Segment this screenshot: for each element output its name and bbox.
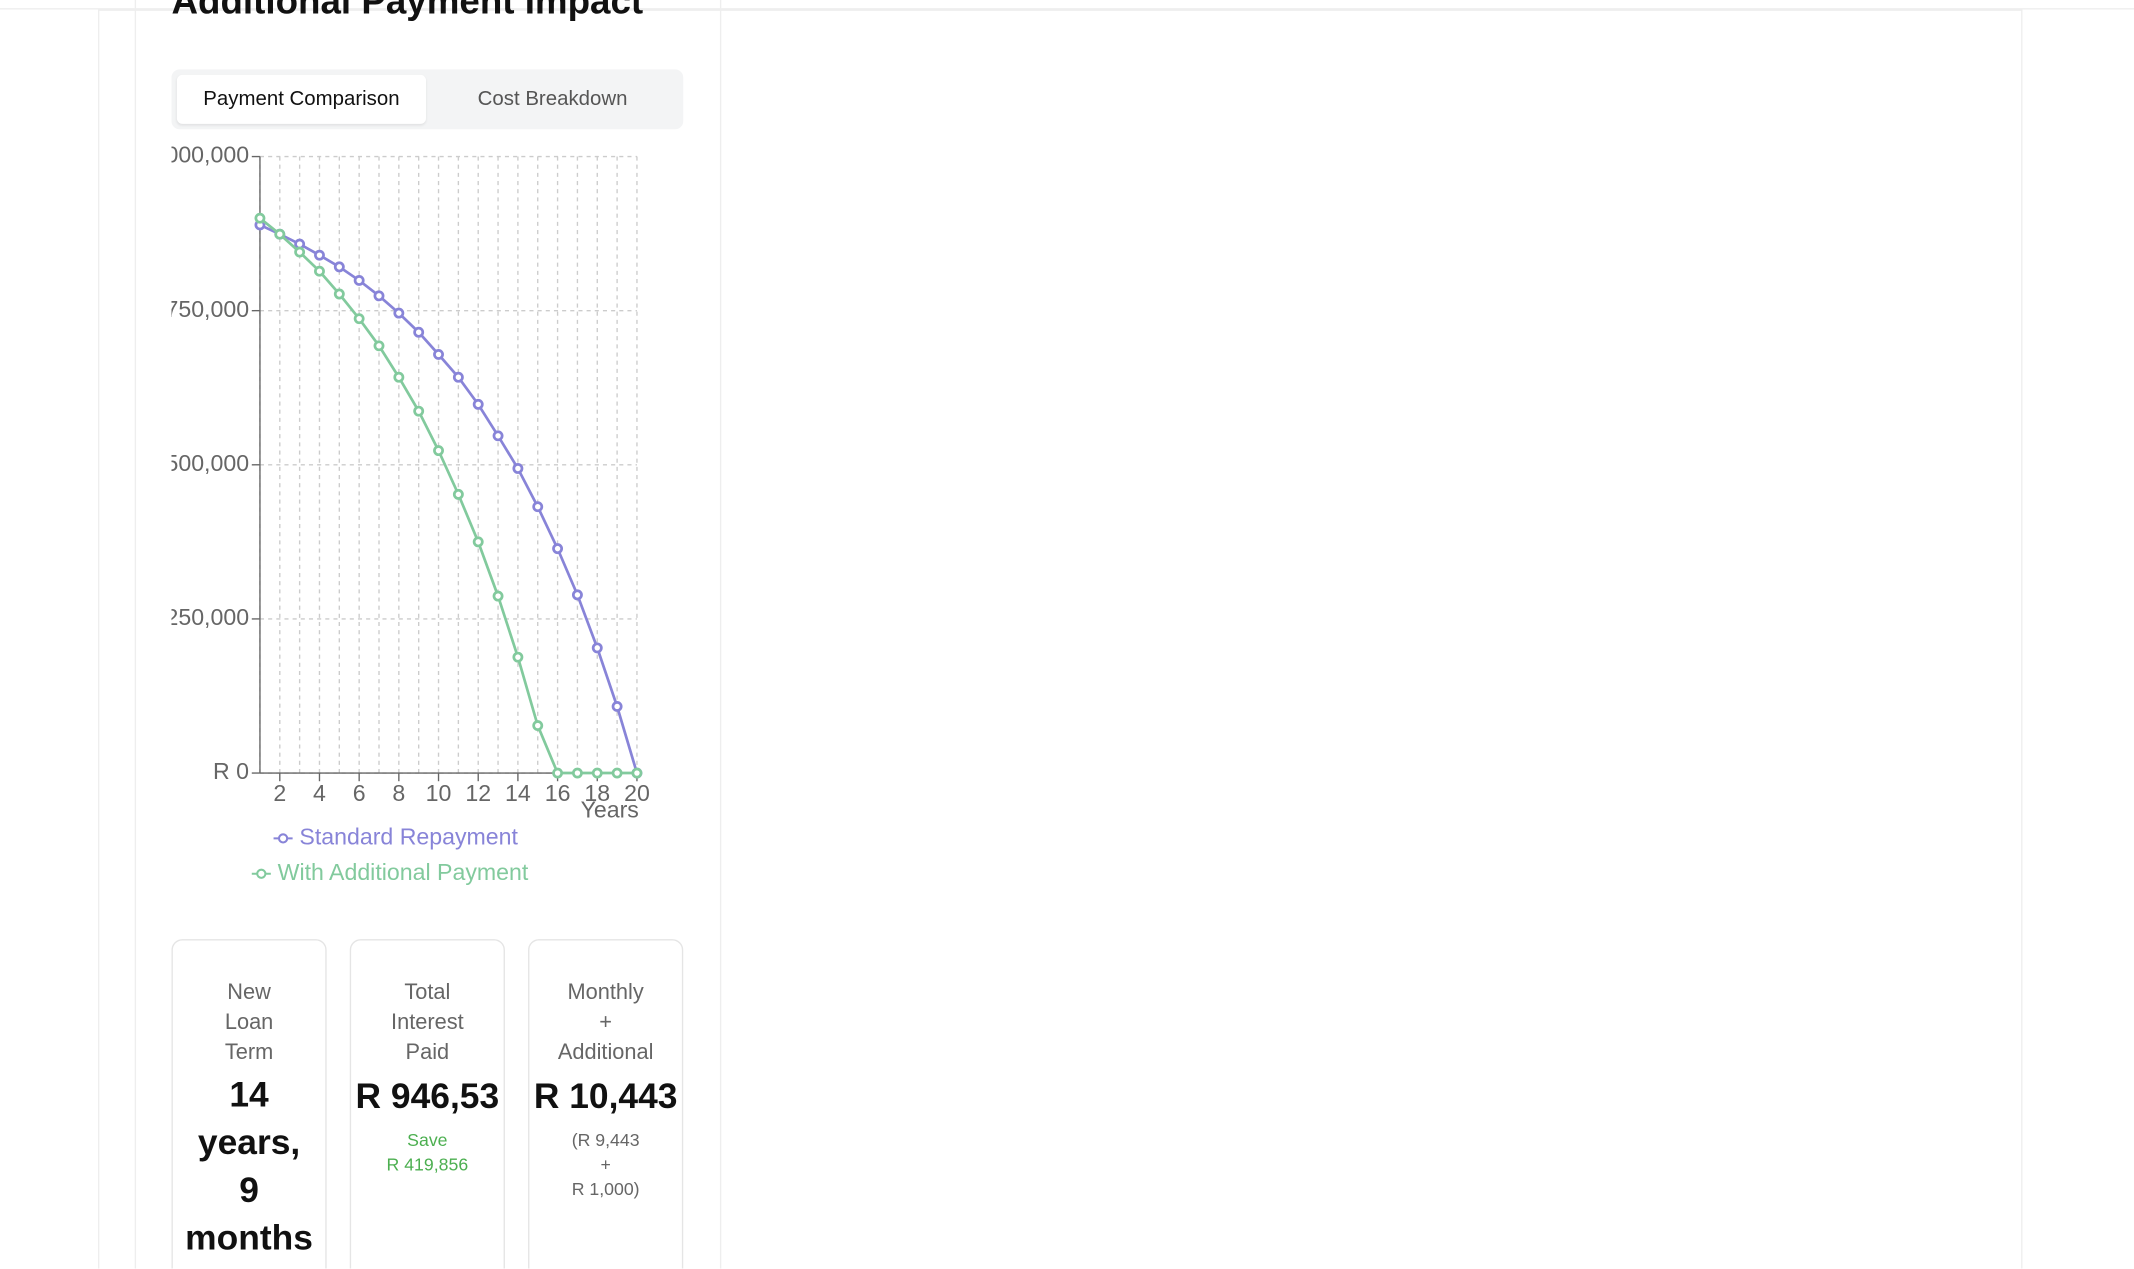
note-line: + — [600, 1154, 611, 1175]
point — [611, 767, 623, 779]
stat-value: 14 years, 9 months — [185, 1073, 313, 1258]
point — [631, 767, 643, 779]
stat-value: R 10,443 — [533, 1075, 678, 1117]
point — [393, 371, 405, 383]
point — [314, 249, 325, 261]
y-tick-label: R 250,000 — [171, 604, 249, 630]
x-tick-label: 10 — [426, 780, 452, 806]
legend-swatch — [277, 833, 289, 844]
point — [294, 246, 306, 258]
point — [254, 212, 266, 224]
y-tick-label: R 1,000,000 — [171, 142, 249, 168]
point — [353, 313, 365, 325]
note-line: Save — [407, 1129, 448, 1151]
legend-label: With Additional Payment — [278, 859, 529, 885]
x-tick-label: 14 — [505, 780, 531, 806]
point — [571, 767, 583, 779]
note-line: R 419,856 — [386, 1154, 469, 1175]
stat-card: Monthly + Additional R 10,443 (R 9,443 + R 1… — [528, 939, 684, 1269]
point — [472, 398, 484, 410]
series-line — [259, 223, 639, 774]
page-frame — [97, 9, 2023, 1269]
point — [532, 501, 544, 513]
stat-note: Save R 419,856 — [351, 1128, 503, 1177]
point — [452, 371, 464, 383]
note-line: (R 9,443 — [571, 1129, 640, 1151]
point — [512, 651, 524, 663]
point — [591, 642, 603, 654]
y-tick-label: R 500,000 — [171, 450, 249, 476]
x-tick-label: 20 — [624, 780, 650, 806]
y-tick-label: R 750,000 — [171, 296, 249, 322]
stat-note: (R 9,443 + R 1,000) — [529, 1128, 681, 1201]
point — [333, 261, 345, 273]
tab-list: Payment Comparison Cost Breakdown — [171, 69, 684, 130]
point — [373, 340, 385, 352]
y-tick-label: R 0 — [213, 758, 249, 784]
point — [413, 326, 425, 338]
x-tick-label: 18 — [584, 780, 610, 806]
stat-label: Total Interest Paid — [391, 981, 464, 1065]
point — [472, 536, 484, 548]
point — [552, 767, 564, 779]
series-line — [259, 217, 637, 775]
point — [274, 228, 286, 240]
tab[interactable]: Cost Breakdown — [477, 87, 628, 111]
legend-swatch — [256, 868, 267, 879]
x-tick-label: 8 — [392, 780, 405, 806]
point — [353, 274, 365, 286]
point — [611, 701, 623, 712]
chart: R 0 R 250,000 R 500,000 R 750,000 R 1,000,00… — [171, 142, 650, 885]
point — [413, 405, 425, 417]
stat-card: New Loan Term 14 years, 9 months — [171, 939, 327, 1269]
x-tick-label: 16 — [545, 780, 571, 806]
point — [393, 307, 405, 319]
legend-label: Standard Repayment — [299, 823, 518, 849]
point — [492, 590, 504, 602]
point — [314, 265, 325, 277]
tab[interactable]: Payment Comparison — [176, 74, 426, 124]
x-axis-label: Years — [581, 796, 639, 822]
point — [452, 488, 464, 500]
stat-value: R 946,53 — [355, 1075, 500, 1117]
point — [433, 445, 444, 457]
point — [552, 543, 564, 555]
stat-label: Monthly + Additional — [557, 981, 654, 1065]
point — [492, 430, 504, 442]
stat-label: New Loan Term — [224, 981, 274, 1065]
x-tick-label: 4 — [313, 780, 326, 806]
point — [532, 720, 544, 732]
heading: Additional Payment Impact — [171, 0, 644, 22]
divider — [0, 8, 2134, 10]
point — [571, 589, 583, 601]
point — [333, 288, 345, 300]
stat-card: Total Interest Paid R 946,53 Save R 419,856 — [349, 939, 505, 1269]
x-tick-label: 2 — [273, 780, 286, 806]
point — [512, 463, 524, 474]
x-tick-label: 12 — [465, 780, 491, 806]
x-tick-label: 6 — [353, 780, 366, 806]
point — [433, 348, 444, 360]
note-line: R 1,000) — [571, 1178, 640, 1200]
panel — [134, 0, 722, 1269]
point — [373, 290, 385, 302]
point — [591, 767, 603, 779]
